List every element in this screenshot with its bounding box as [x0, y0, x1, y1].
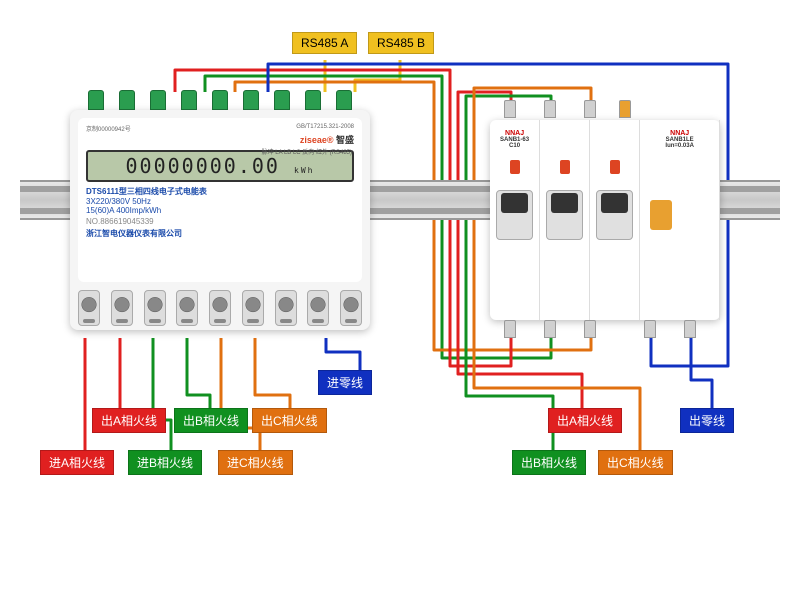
- breaker-switch-2[interactable]: [546, 190, 583, 240]
- wire-tag-in_n: 进零线: [318, 370, 372, 395]
- wire-tag-in_a: 进A相火线: [40, 450, 114, 475]
- meter-faceplate: 京制00000942号 GB/T17215.321-2008 ziseae® 智…: [78, 118, 362, 282]
- meter-bottom-terminal: [111, 290, 133, 326]
- breaker-indicator-2: [560, 160, 570, 174]
- meter-top-terminal: [305, 90, 321, 110]
- lcd-unit: kWh: [294, 166, 314, 175]
- meter-bottom-terminal: [209, 290, 231, 326]
- wire-orange: [255, 338, 290, 418]
- meter-top-terminal: [336, 90, 352, 110]
- wire-green: [153, 338, 171, 460]
- breaker-spec2: Iun=0.03A: [640, 143, 719, 149]
- meter-top-terminal: [243, 90, 259, 110]
- meter-std-left: 京制00000942号: [86, 124, 131, 133]
- breaker-pole-1: NNAJ SANB1-63 C10: [490, 120, 540, 320]
- wire-tag-brk_out_b: 出B相火线: [512, 450, 586, 475]
- meter-brand-cn: 智盛: [336, 135, 354, 145]
- meter-serial: NO.886619045339: [86, 217, 354, 226]
- meter-top-terminal: [274, 90, 290, 110]
- breaker-brand1: NNAJ: [505, 130, 524, 137]
- wire-tag-out_b: 出B相火线: [174, 408, 248, 433]
- breaker-top-terminal: [544, 100, 556, 118]
- meter-top-terminals: [70, 90, 370, 114]
- meter-top-terminal: [119, 90, 135, 110]
- breaker-switch-3[interactable]: [596, 190, 633, 240]
- wire-blue: [691, 338, 712, 410]
- breaker-top-terminals: [490, 100, 720, 120]
- circuit-breaker: NNAJ SANB1-63 C10 NNAJ SANB1LE Iun=0.03A: [490, 120, 720, 320]
- wire-tag-brk_out_a: 出A相火线: [548, 408, 622, 433]
- meter-spec2: 15(60)A 400Imp/kWh: [86, 206, 354, 215]
- meter-model: DTS6111型三相四线电子式电能表: [86, 186, 354, 197]
- energy-meter: 京制00000942号 GB/T17215.321-2008 ziseae® 智…: [70, 110, 370, 330]
- wire-tag-brk_out_c: 出C相火线: [598, 450, 673, 475]
- breaker-bottom-terminal: [544, 320, 556, 338]
- breaker-indicator-1: [510, 160, 520, 174]
- breaker-bottom-terminal: [644, 320, 656, 338]
- breaker-rcd: NNAJ SANB1LE Iun=0.03A: [640, 120, 720, 320]
- wire-tag-out_a: 出A相火线: [92, 408, 166, 433]
- meter-bottom-terminal: [275, 290, 297, 326]
- wire-tag-rs485b: RS485 B: [368, 32, 434, 54]
- breaker-indicator-3: [610, 160, 620, 174]
- meter-bottom-terminal: [176, 290, 198, 326]
- meter-bottom-terminals: [78, 286, 362, 326]
- breaker-test-button[interactable]: [650, 200, 672, 230]
- wire-tag-out_c: 出C相火线: [252, 408, 327, 433]
- wire-tag-rs485a: RS485 A: [292, 32, 357, 54]
- breaker-bottom-terminals: [490, 320, 720, 338]
- wire-tag-in_c: 进C相火线: [218, 450, 293, 475]
- meter-brand: ziseae: [300, 135, 327, 145]
- breaker-brand2: NNAJ: [670, 130, 689, 137]
- lcd-value: 00000000.00: [126, 154, 280, 178]
- meter-bottom-terminal: [340, 290, 362, 326]
- meter-bottom-terminal: [78, 290, 100, 326]
- breaker-pole-2: [540, 120, 590, 320]
- meter-top-terminal: [150, 90, 166, 110]
- breaker-switch-1[interactable]: [496, 190, 533, 240]
- meter-bottom-terminal: [242, 290, 264, 326]
- wire-tag-brk_out_n: 出零线: [680, 408, 734, 433]
- wire-green: [187, 338, 210, 418]
- meter-top-terminal: [212, 90, 228, 110]
- meter-top-terminal: [88, 90, 104, 110]
- meter-top-terminal: [181, 90, 197, 110]
- breaker-pole-3: [590, 120, 640, 320]
- meter-bottom-terminal: [144, 290, 166, 326]
- breaker-top-terminal: [619, 100, 631, 118]
- meter-spec1: 3X220/380V 50Hz: [86, 197, 354, 206]
- meter-led-labels: 脉冲 LA LB LC 反向 红外 (RS485): [262, 148, 352, 158]
- breaker-bottom-terminal: [584, 320, 596, 338]
- wire-tag-in_b: 进B相火线: [128, 450, 202, 475]
- meter-bottom-terminal: [307, 290, 329, 326]
- breaker-bottom-terminal: [684, 320, 696, 338]
- breaker-top-terminal: [504, 100, 516, 118]
- breaker-rating: C10: [490, 143, 539, 149]
- meter-std-right: GB/T17215.321-2008: [296, 124, 354, 133]
- breaker-top-terminal: [584, 100, 596, 118]
- breaker-bottom-terminal: [504, 320, 516, 338]
- meter-company: 浙江智电仪器仪表有限公司: [86, 228, 354, 239]
